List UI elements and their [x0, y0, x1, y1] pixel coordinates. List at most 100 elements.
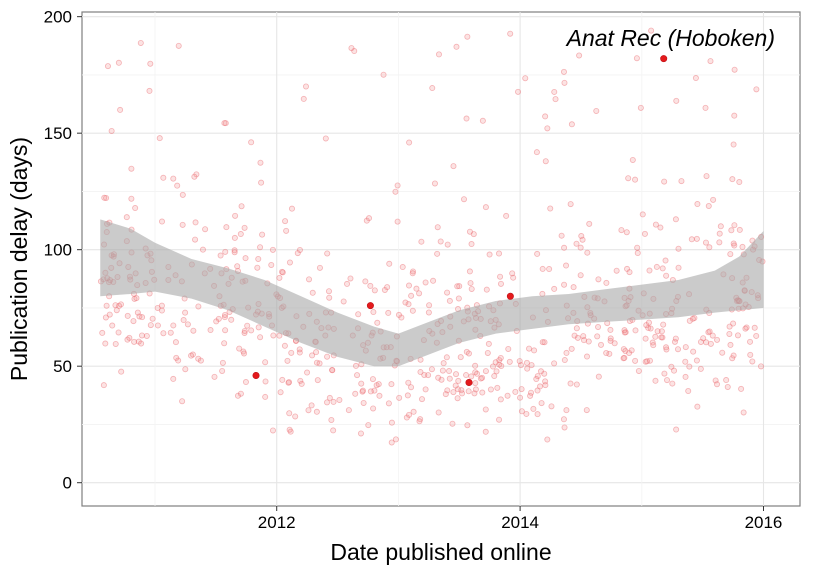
background-point: [723, 377, 730, 384]
background-point: [392, 188, 399, 195]
background-point: [567, 201, 574, 208]
background-point: [570, 284, 577, 291]
background-point: [645, 324, 652, 331]
background-point: [607, 326, 614, 333]
background-point: [686, 363, 693, 370]
background-point: [661, 370, 668, 377]
background-point: [497, 396, 504, 403]
background-point: [434, 224, 441, 231]
background-point: [101, 194, 108, 201]
background-point: [131, 338, 138, 345]
background-point: [598, 341, 605, 348]
background-point: [551, 88, 558, 95]
background-point: [675, 245, 682, 252]
background-point: [468, 241, 475, 248]
background-point: [468, 285, 475, 292]
background-point: [642, 358, 649, 365]
background-point: [705, 202, 712, 209]
background-point: [454, 395, 461, 402]
background-point: [179, 398, 186, 405]
background-point: [103, 302, 110, 309]
background-point: [584, 249, 591, 256]
background-point: [603, 279, 610, 286]
background-point: [416, 418, 423, 425]
background-point: [703, 339, 710, 346]
background-point: [417, 416, 424, 423]
background-point: [367, 388, 374, 395]
background-point: [507, 30, 514, 37]
background-point: [416, 290, 423, 297]
background-point: [673, 97, 680, 104]
background-point: [496, 361, 503, 368]
background-point: [324, 353, 331, 360]
background-point: [646, 267, 653, 274]
background-point: [417, 369, 424, 376]
x-axis-title: Date published online: [330, 539, 551, 565]
background-point: [716, 239, 723, 246]
background-point: [380, 71, 387, 78]
background-point: [542, 158, 549, 165]
background-point: [654, 328, 661, 335]
background-point: [697, 365, 704, 372]
background-point: [472, 380, 479, 387]
background-point: [425, 372, 432, 379]
background-point: [568, 121, 575, 128]
background-point: [693, 235, 700, 242]
background-point: [682, 373, 689, 380]
y-tick-label: 0: [63, 474, 72, 493]
background-point: [102, 314, 109, 321]
background-point: [262, 393, 269, 400]
background-point: [440, 360, 447, 367]
background-point: [366, 215, 373, 222]
background-point: [128, 195, 135, 202]
background-point: [472, 386, 479, 393]
confidence-band: [100, 219, 764, 367]
background-point: [512, 388, 519, 395]
background-point: [647, 325, 654, 332]
background-point: [195, 303, 202, 310]
background-point: [340, 298, 347, 305]
background-point: [729, 355, 736, 362]
background-point: [406, 139, 413, 146]
background-point: [219, 359, 226, 366]
background-point: [112, 340, 119, 347]
background-point: [658, 334, 665, 341]
background-point: [714, 336, 721, 343]
x-tick-label: 2016: [745, 513, 783, 532]
background-point: [663, 346, 670, 353]
background-point: [649, 339, 656, 346]
background-point: [458, 387, 465, 394]
background-point: [130, 318, 137, 325]
background-point: [454, 283, 461, 290]
highlighted-point: [506, 292, 514, 300]
background-point: [217, 252, 224, 259]
background-point: [652, 377, 659, 384]
background-point: [388, 419, 395, 426]
background-point: [482, 406, 489, 413]
background-point: [288, 205, 295, 212]
background-point: [653, 263, 660, 270]
background-point: [548, 403, 555, 410]
background-point: [348, 45, 355, 52]
background-point: [404, 392, 411, 399]
background-point: [726, 323, 733, 330]
background-point: [234, 263, 241, 270]
background-point: [430, 277, 437, 284]
background-point: [435, 374, 442, 381]
background-point: [682, 344, 689, 351]
background-point: [586, 220, 593, 227]
background-point: [749, 358, 756, 365]
background-point: [523, 359, 530, 366]
background-point: [691, 314, 698, 321]
background-point: [242, 255, 249, 262]
background-point: [528, 362, 535, 369]
background-point: [662, 257, 669, 264]
background-point: [255, 255, 262, 262]
highlighted-point: [660, 55, 668, 63]
background-point: [652, 221, 659, 228]
background-point: [747, 351, 754, 358]
background-point: [276, 274, 283, 281]
background-point: [518, 386, 525, 393]
background-point: [170, 322, 177, 329]
background-point: [479, 389, 486, 396]
